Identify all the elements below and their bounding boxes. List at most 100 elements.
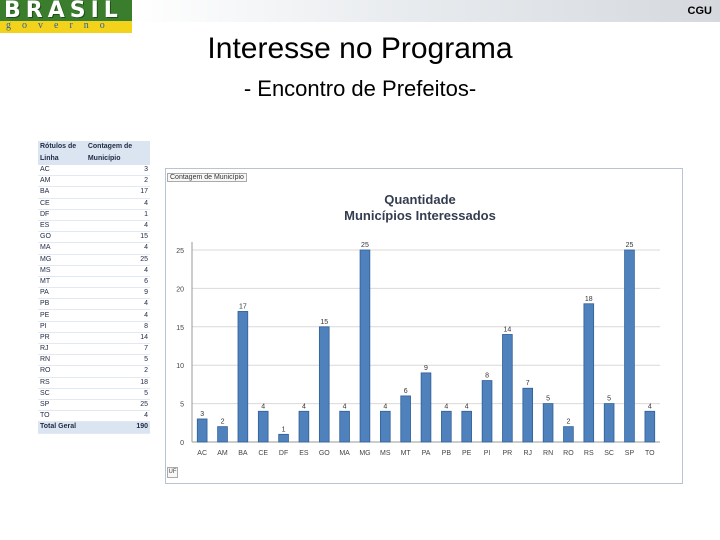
bar <box>318 326 330 443</box>
y-tick-label: 5 <box>180 402 184 409</box>
x-tick-label: PI <box>484 450 491 457</box>
bar <box>380 410 391 443</box>
pivot-row: SP 25 <box>38 399 150 412</box>
pivot-row-value: 4 <box>85 220 150 233</box>
pivot-total-row: Total Geral 190 <box>38 421 150 434</box>
bar-data-label: 3 <box>200 411 204 418</box>
pivot-row: RS 18 <box>38 377 150 389</box>
x-tick-label: RS <box>584 450 594 457</box>
chart-title-line-1: Quantidade <box>384 192 456 207</box>
pivot-row: MA 4 <box>38 242 150 255</box>
bar <box>257 410 269 443</box>
x-tick-label: RN <box>543 450 553 457</box>
bar-data-label: 4 <box>465 403 469 410</box>
page-title: Interesse no Programa <box>207 32 513 65</box>
x-tick-label: SC <box>604 450 614 457</box>
x-tick-label: GO <box>319 450 330 457</box>
chart-title: Quantidade Municípios Interessados <box>330 192 510 224</box>
bar <box>217 426 228 443</box>
pivot-row-value: 9 <box>85 287 150 300</box>
pivot-row: AM 2 <box>38 175 150 188</box>
pivot-row-label: RS <box>38 377 86 389</box>
pivot-row-value: 2 <box>85 365 150 378</box>
pivot-row-label: PA <box>38 287 86 300</box>
pivot-row-value: 15 <box>85 231 150 244</box>
pivot-row-value: 7 <box>85 343 150 356</box>
bar <box>603 403 615 443</box>
pivot-row: SC 5 <box>38 388 150 400</box>
x-tick-label: ES <box>299 450 309 457</box>
pivot-row: DF 1 <box>38 209 150 221</box>
pivot-row: PI 8 <box>38 321 150 333</box>
y-tick-label: 10 <box>176 363 184 370</box>
x-tick-label: TO <box>645 450 655 457</box>
bar <box>298 410 310 443</box>
pivot-row: MS 4 <box>38 265 150 277</box>
pivot-row-label: MT <box>38 276 86 289</box>
bar <box>583 303 595 443</box>
x-tick-label: PR <box>503 450 513 457</box>
pivot-row-label: PI <box>38 321 86 333</box>
y-tick-label: 20 <box>176 286 184 293</box>
pivot-total-value: 190 <box>85 421 150 434</box>
bar-data-label: 25 <box>361 242 369 249</box>
pivot-row-label: RO <box>38 365 86 378</box>
bar-data-label: 8 <box>485 373 489 380</box>
pivot-row-label: SP <box>38 399 86 412</box>
bar <box>441 410 452 443</box>
pivot-row-label: MA <box>38 242 86 255</box>
bar <box>420 372 432 443</box>
bar <box>359 249 371 443</box>
bar <box>644 410 656 443</box>
x-tick-label: DF <box>279 450 288 457</box>
chart-axis-field-tag[interactable]: UF <box>167 467 178 478</box>
pivot-row-label: MS <box>38 265 86 277</box>
y-tick-label: 0 <box>180 440 184 447</box>
pivot-table: Rótulos de Linha Contagem de Município A… <box>38 141 150 434</box>
bar <box>461 410 472 443</box>
bar <box>278 433 289 443</box>
pivot-row: AC 3 <box>38 165 150 177</box>
bar <box>624 249 635 443</box>
bar <box>237 311 249 443</box>
bar <box>502 334 513 443</box>
pivot-header-col1: Rótulos de Linha <box>38 141 86 165</box>
pivot-header-col2: Contagem de Município <box>85 141 150 165</box>
bar-data-label: 4 <box>343 403 347 410</box>
pivot-row: RJ 7 <box>38 343 150 356</box>
x-tick-label: PA <box>422 450 431 457</box>
pivot-row-label: BA <box>38 186 86 199</box>
pivot-row-label: ES <box>38 220 86 233</box>
pivot-row-label: AC <box>38 165 86 177</box>
x-tick-label: AC <box>197 450 207 457</box>
pivot-row-value: 14 <box>85 332 150 345</box>
pivot-row: PR 14 <box>38 332 150 345</box>
bar <box>542 403 554 443</box>
x-tick-label: RO <box>563 450 574 457</box>
bar-data-label: 4 <box>648 403 652 410</box>
x-tick-label: MA <box>339 450 350 457</box>
pivot-row-value: 1 <box>85 209 150 221</box>
y-tick-label: 15 <box>176 325 184 332</box>
pivot-row-label: PR <box>38 332 86 345</box>
pivot-row-value: 5 <box>85 354 150 367</box>
bar-data-label: 7 <box>526 380 530 387</box>
pivot-row-value: 2 <box>85 175 150 188</box>
pivot-row-label: RJ <box>38 343 86 356</box>
bar-data-label: 25 <box>626 242 634 249</box>
bar-data-label: 1 <box>282 426 286 433</box>
bar-data-label: 5 <box>607 396 611 403</box>
pivot-row-label: CE <box>38 198 86 210</box>
pivot-row-value: 4 <box>85 242 150 255</box>
brasil-governo-logo: BRASIL governo <box>0 0 132 34</box>
pivot-row-value: 3 <box>85 165 150 177</box>
bar-data-label: 9 <box>424 365 428 372</box>
pivot-row-value: 25 <box>85 399 150 412</box>
y-tick-label: 25 <box>176 248 184 255</box>
chart-field-tag[interactable]: Contagem de Município <box>167 173 247 182</box>
pivot-row-label: RN <box>38 354 86 367</box>
pivot-row-value: 6 <box>85 276 150 289</box>
x-tick-label: BA <box>238 450 248 457</box>
pivot-row: BA 17 <box>38 186 150 199</box>
